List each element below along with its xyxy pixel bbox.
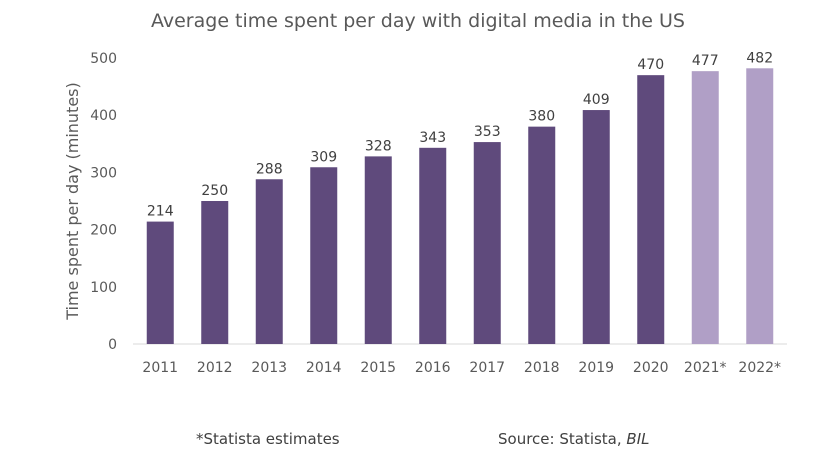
bar [255, 179, 283, 344]
bar [473, 142, 501, 344]
y-tick-label: 400 [90, 108, 117, 124]
bar [691, 71, 719, 344]
y-tick-label: 500 [90, 51, 117, 67]
bar-value-label: 250 [201, 183, 228, 199]
bar-value-label: 470 [637, 57, 664, 73]
bar-value-label: 328 [365, 138, 392, 154]
bar [201, 201, 229, 344]
bar-value-label: 482 [746, 50, 773, 66]
footnote-estimates: *Statista estimates [196, 430, 340, 448]
bar-value-label: 380 [528, 109, 555, 125]
y-tick-label: 300 [90, 165, 117, 181]
y-tick-label: 0 [108, 337, 117, 353]
bar [746, 68, 774, 345]
bar-value-label: 353 [474, 124, 501, 140]
y-axis-label: Time spent per day (minutes) [63, 82, 82, 321]
bar [528, 126, 556, 344]
x-tick-label: 2015 [360, 360, 396, 376]
bar-value-label: 343 [419, 130, 446, 146]
source-italic: BIL [626, 430, 650, 448]
bar-value-label: 409 [583, 92, 610, 108]
bar-value-label: 288 [256, 161, 283, 177]
x-axis-ticks: 2011 2012 2013 2014 2015 2016 2017 2018 2019 2020… [142, 360, 781, 376]
bar [310, 167, 338, 344]
chart-title: Average time spent per day with digital … [150, 10, 685, 32]
x-tick-label: 2014 [306, 360, 342, 376]
source-prefix: Source: Statista, [498, 430, 627, 448]
x-tick-label: 2022* [738, 360, 781, 376]
bar-value-labels: 214 250 288 309 328 343 353 380 409 470 477 482 [147, 50, 773, 219]
bar [364, 156, 392, 344]
y-tick-label: 100 [90, 280, 117, 296]
bar-value-label: 309 [310, 149, 337, 165]
x-tick-label: 2016 [415, 360, 451, 376]
bar [419, 147, 447, 344]
footnote-source: Source: Statista, BIL [498, 430, 650, 448]
bars [146, 68, 774, 345]
x-tick-label: 2019 [578, 360, 614, 376]
x-tick-label: 2011 [142, 360, 178, 376]
x-tick-label: 2013 [251, 360, 287, 376]
bar-value-label: 214 [147, 204, 174, 220]
bar-value-label: 477 [692, 53, 719, 69]
y-tick-label: 200 [90, 223, 117, 239]
x-tick-label: 2018 [524, 360, 560, 376]
y-axis-ticks: 0 100 200 300 400 500 [90, 51, 117, 353]
x-tick-label: 2021* [684, 360, 727, 376]
bar [637, 75, 665, 344]
x-tick-label: 2017 [469, 360, 505, 376]
bar [582, 110, 610, 344]
x-tick-label: 2020 [633, 360, 669, 376]
bar [146, 221, 174, 344]
x-tick-label: 2012 [197, 360, 233, 376]
